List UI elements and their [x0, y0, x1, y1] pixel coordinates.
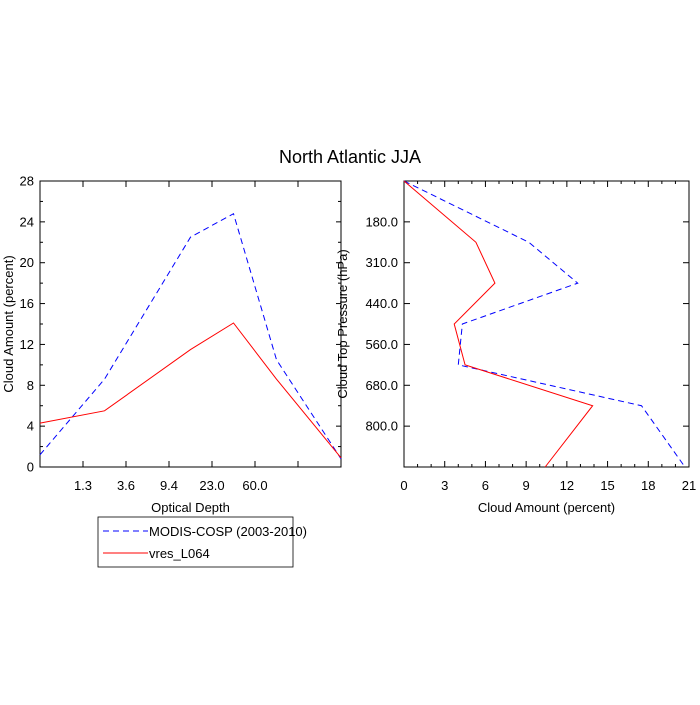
x-tick-label: 15	[600, 478, 614, 493]
x-tick-label: 3	[441, 478, 448, 493]
x-tick-label: 3.6	[117, 478, 135, 493]
series-line-1	[40, 323, 341, 458]
y-tick-label: 16	[20, 296, 34, 311]
legend: MODIS-COSP (2003-2010) vres_L064	[98, 517, 307, 567]
x-tick-label: 21	[682, 478, 696, 493]
y-tick-label: 800.0	[365, 419, 398, 434]
y-tick-label: 310.0	[365, 255, 398, 270]
y-tick-label: 8	[27, 378, 34, 393]
y-axis-label: Cloud Amount (percent)	[1, 255, 16, 392]
x-tick-label: 0	[400, 478, 407, 493]
x-axis-label: Optical Depth	[151, 500, 230, 515]
x-tick-label: 23.0	[199, 478, 224, 493]
y-tick-label: 560.0	[365, 337, 398, 352]
y-tick-label: 440.0	[365, 296, 398, 311]
y-tick-label: 28	[20, 174, 34, 189]
y-tick-label: 20	[20, 255, 34, 270]
legend-label-modis: MODIS-COSP (2003-2010)	[149, 524, 307, 539]
series-line-0	[404, 181, 685, 467]
y-tick-label: 4	[27, 419, 34, 434]
y-tick-label: 0	[27, 460, 34, 475]
x-axis-label: Cloud Amount (percent)	[478, 500, 615, 515]
y-tick-label: 180.0	[365, 214, 398, 229]
plot-frame	[40, 181, 341, 467]
y-tick-label: 24	[20, 214, 34, 229]
series-line-0	[40, 214, 341, 459]
x-tick-label: 60.0	[242, 478, 267, 493]
x-tick-label: 9.4	[160, 478, 178, 493]
x-tick-label: 1.3	[74, 478, 92, 493]
x-tick-label: 12	[560, 478, 574, 493]
optical-depth-panel: 0 4 8 12 16 20 24 28 1.3 3.6 9.4 23.0 60.0 Optical De…	[1, 174, 341, 516]
x-tick-label: 6	[482, 478, 489, 493]
y-tick-label: 12	[20, 337, 34, 352]
y-tick-label: 680.0	[365, 378, 398, 393]
plot-frame	[404, 181, 689, 467]
x-tick-label: 18	[641, 478, 655, 493]
pressure-panel: 0 3 6 9 12 15 18 21 180.0 310.0 440.0 560.0 680.0 800…	[335, 181, 696, 515]
y-axis-label: Cloud Top Pressure (hPa)	[335, 249, 350, 398]
x-tick-label: 9	[523, 478, 530, 493]
legend-label-vres: vres_L064	[149, 546, 210, 561]
series-line-1	[404, 181, 593, 467]
figure-title: North Atlantic JJA	[279, 147, 421, 167]
